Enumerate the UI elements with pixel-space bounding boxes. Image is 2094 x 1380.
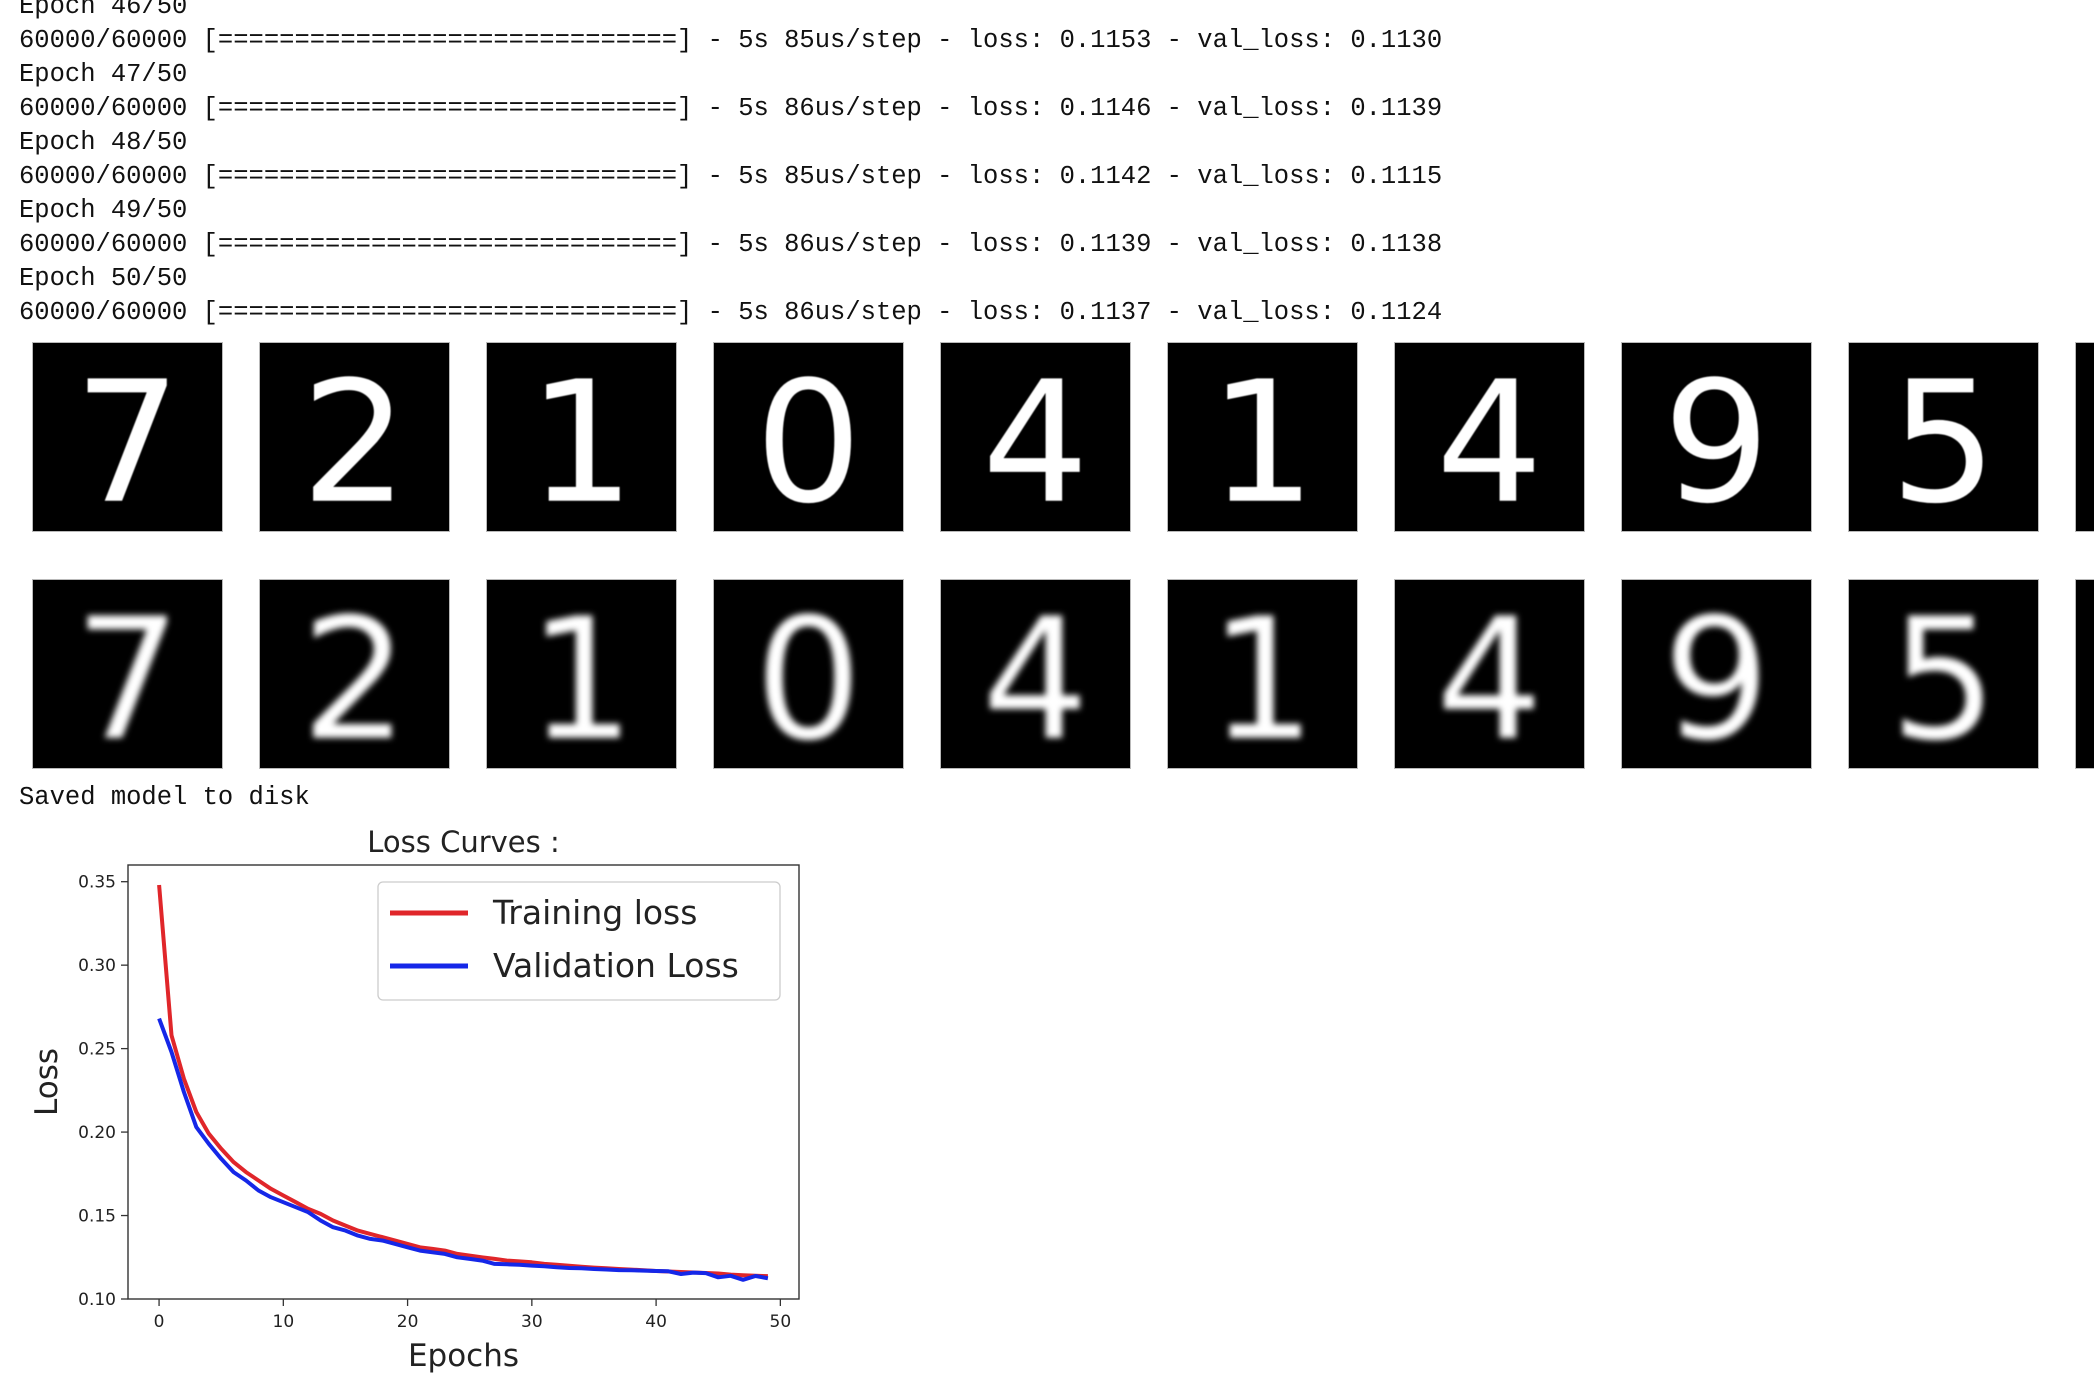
- log-line: Epoch 48/50: [19, 128, 188, 157]
- log-line: 60000/60000 [===========================…: [19, 230, 1443, 259]
- x-axis-label: Epochs: [408, 1338, 519, 1374]
- validation-loss-line: [157, 1017, 769, 1282]
- y-tick-label: 0.20: [78, 1123, 116, 1143]
- x-tick-label: 50: [770, 1312, 792, 1332]
- reconstructed-digit-image: 5: [1848, 579, 2039, 769]
- legend-box: [377, 881, 781, 1001]
- svg-text:1: 1: [528, 345, 635, 531]
- original-digit-image: 7: [32, 342, 223, 532]
- cropped-digit-image: [2075, 342, 2094, 532]
- save-status-message: Saved model to disk: [19, 783, 310, 812]
- y-tick-label: 0.10: [78, 1290, 116, 1310]
- x-tick-label: 20: [397, 1312, 419, 1332]
- x-tick-label: 30: [521, 1312, 543, 1332]
- log-line: 60000/60000 [===========================…: [19, 94, 1443, 123]
- log-line: 60000/60000 [===========================…: [19, 298, 1443, 327]
- log-line: 60000/60000 [===========================…: [19, 162, 1443, 191]
- original-digit-image: 5: [1848, 342, 2039, 532]
- reconstructed-digit-image: 1: [1167, 579, 1358, 769]
- svg-text:0: 0: [755, 345, 862, 531]
- log-line: Epoch 47/50: [19, 60, 188, 89]
- reconstructed-digit-image: 4: [940, 579, 1131, 769]
- y-tick-label: 0.25: [78, 1040, 116, 1060]
- reconstructed-digit-image: 7: [32, 579, 223, 769]
- svg-text:4: 4: [1436, 345, 1543, 531]
- reconstructed-digit-image: 9: [1621, 579, 1812, 769]
- legend-label: Training loss: [492, 893, 697, 932]
- original-digit-image: 4: [1394, 342, 1585, 532]
- original-digit-image: 4: [940, 342, 1131, 532]
- legend-label: Validation Loss: [493, 946, 739, 985]
- svg-text:1: 1: [1209, 345, 1316, 531]
- y-tick-label: 0.15: [78, 1207, 116, 1227]
- svg-text:4: 4: [982, 582, 1089, 768]
- x-tick-label: 0: [154, 1312, 165, 1332]
- svg-text:5: 5: [1890, 345, 1997, 531]
- log-line: Epoch 50/50: [19, 264, 188, 293]
- reconstructed-digit-image: 1: [486, 579, 677, 769]
- svg-text:1: 1: [1209, 582, 1316, 768]
- log-line: 60000/60000 [===========================…: [19, 26, 1443, 55]
- y-tick-label: 0.30: [78, 956, 116, 976]
- y-axis-label: Loss: [29, 1048, 65, 1116]
- svg-text:9: 9: [1663, 582, 1770, 768]
- svg-text:1: 1: [528, 582, 635, 768]
- chart-title: Loss Curves :: [367, 825, 559, 859]
- svg-text:7: 7: [74, 345, 181, 531]
- svg-text:2: 2: [301, 582, 408, 768]
- svg-text:2: 2: [301, 345, 408, 531]
- svg-text:9: 9: [1663, 345, 1770, 531]
- x-tick-label: 40: [645, 1312, 667, 1332]
- reconstructed-digit-image: 0: [713, 579, 904, 769]
- reconstructed-digit-image: 2: [259, 579, 450, 769]
- original-digit-image: 9: [1621, 342, 1812, 532]
- original-digit-image: 0: [713, 342, 904, 532]
- original-digit-image: 2: [259, 342, 450, 532]
- cropped-digit-image: [2075, 579, 2094, 769]
- loss-curves-chart: 0.10 0.15 0.20 0.25 0.30 0.35 0 10 20 30 40 50 Loss …: [29, 825, 800, 1374]
- svg-text:7: 7: [74, 582, 181, 768]
- svg-text:4: 4: [982, 345, 1089, 531]
- reconstructed-digit-image: 4: [1394, 579, 1585, 769]
- y-tick-label: 0.35: [78, 873, 116, 893]
- log-line: Epoch 46/50: [19, 0, 188, 21]
- log-line: Epoch 49/50: [19, 196, 188, 225]
- svg-text:0: 0: [755, 582, 862, 768]
- original-digit-image: 1: [1167, 342, 1358, 532]
- original-digit-image: 1: [486, 342, 677, 532]
- x-tick-label: 10: [273, 1312, 295, 1332]
- svg-text:5: 5: [1890, 582, 1997, 768]
- svg-text:4: 4: [1436, 582, 1543, 768]
